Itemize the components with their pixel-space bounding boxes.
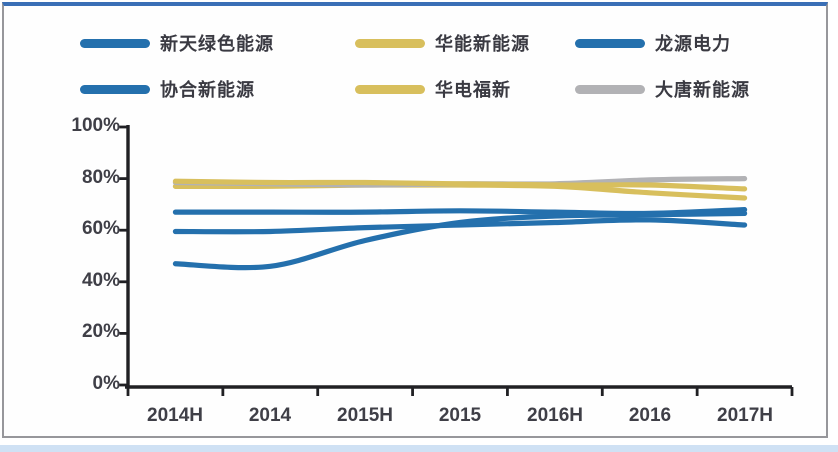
legend-swatch-line-icon — [575, 38, 645, 48]
line-chart — [119, 125, 794, 396]
legend-swatch-line-icon — [355, 84, 425, 94]
x-axis-label: 2015 — [438, 405, 482, 426]
x-axis-label: 2015H — [337, 405, 393, 426]
y-axis-label: 100% — [71, 115, 120, 136]
legend-item: 大唐新能源 — [575, 76, 750, 102]
legend-swatch-line-icon — [355, 38, 425, 48]
series-line-龙源电力 — [172, 207, 748, 217]
y-axis-label: 60% — [81, 218, 120, 239]
legend-swatch-line-icon — [575, 84, 645, 94]
legend-item: 协合新能源 — [80, 76, 255, 102]
legend-item: 华电福新 — [355, 76, 511, 102]
legend-swatch-line-icon — [80, 84, 150, 94]
y-axis-label: 20% — [81, 321, 120, 342]
legend-label: 新天绿色能源 — [160, 34, 274, 54]
legend-label: 龙源电力 — [655, 34, 731, 54]
x-axis-label: 2016H — [527, 405, 583, 426]
x-axis-label: 2014H — [147, 405, 203, 426]
chart-frame: 新天绿色能源 华能新能源 龙源电力 协合新能源 华电福新 大唐新能源 100% … — [2, 2, 828, 438]
bottom-accent-strip — [0, 445, 838, 452]
legend-item: 新天绿色能源 — [80, 30, 274, 56]
series-line-华能新能源 — [172, 178, 748, 192]
legend-label: 华能新能源 — [435, 34, 530, 54]
legend-item: 龙源电力 — [575, 30, 731, 56]
x-axis-label: 2016 — [628, 405, 672, 426]
y-axis-label: 0% — [92, 373, 120, 394]
legend-swatch-line-icon — [80, 38, 150, 48]
legend-label: 大唐新能源 — [655, 80, 750, 100]
x-axis-label: 2014 — [248, 405, 292, 426]
series-line-协合新能源 — [172, 217, 748, 235]
y-axis-label: 40% — [81, 270, 120, 291]
y-axis-label: 80% — [81, 167, 120, 188]
legend-label: 华电福新 — [435, 80, 511, 100]
legend-label: 协合新能源 — [160, 80, 255, 100]
x-axis-label: 2017H — [717, 405, 773, 426]
legend-item: 华能新能源 — [355, 30, 530, 56]
